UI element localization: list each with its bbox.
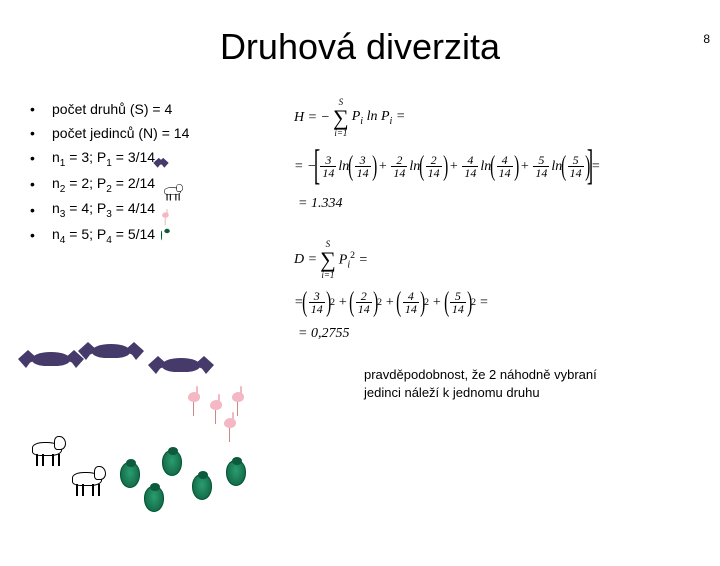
bullet-item: n2 = 2; P2 = 2/14 xyxy=(30,172,290,198)
shannon-result: = 1.334 xyxy=(298,196,702,212)
bat-icon xyxy=(92,344,130,358)
sigma-icon: S ∑ i=1 xyxy=(320,240,336,280)
bullet-text: n2 = 2; P2 = 2/14 xyxy=(52,172,155,198)
slide-title: Druhová diverzita xyxy=(0,26,720,68)
beetle-icon xyxy=(161,230,162,243)
right-column: H = − S ∑ i=1 Pi ln Pi = = −[314 ln(314)… xyxy=(290,98,702,401)
page-number: 8 xyxy=(703,32,710,46)
simpson-definition: D = S ∑ i=1 Pi2 = xyxy=(294,240,702,280)
beetle-icon xyxy=(162,450,182,476)
bullet-item: počet druhů (S) = 4 xyxy=(30,98,290,122)
bullet-text: počet druhů (S) = 4 xyxy=(52,98,172,122)
beetle-icon xyxy=(192,474,212,500)
shannon-expansion: = −[314 ln(314)+214 ln(214)+414 ln(414)+… xyxy=(294,148,702,186)
bullet-list: počet druhů (S) = 4počet jedinců (N) = 1… xyxy=(30,98,290,249)
simpson-body: Pi2 = xyxy=(339,250,368,270)
bat-icon xyxy=(162,358,200,372)
simpson-result: = 0,2755 xyxy=(298,326,702,342)
horse-icon xyxy=(26,436,68,466)
bat-icon xyxy=(32,352,70,366)
bullet-item: n4 = 5; P4 = 5/14 xyxy=(30,223,290,249)
shannon-definition: H = − S ∑ i=1 Pi ln Pi = xyxy=(294,98,702,138)
beetle-icon xyxy=(144,486,164,512)
shannon-lhs: H = − xyxy=(294,110,330,126)
bullet-text: počet jedinců (N) = 14 xyxy=(52,122,189,146)
bullet-text: n4 = 5; P4 = 5/14 xyxy=(52,223,155,249)
bullet-item: n3 = 4; P3 = 4/14 xyxy=(30,197,290,223)
bullet-item: počet jedinců (N) = 14 xyxy=(30,122,290,146)
bullet-item: n1 = 3; P1 = 3/14 xyxy=(30,146,290,172)
probability-caption: pravděpodobnost, že 2 náhodně vybraní je… xyxy=(364,366,702,401)
bullet-text: n1 = 3; P1 = 3/14 xyxy=(52,146,155,172)
simpson-expansion: = (314)2+(214)2+(414)2+(514)2= xyxy=(294,290,702,316)
horse-icon xyxy=(66,466,108,496)
beetle-icon xyxy=(226,460,246,486)
bullet-text: n3 = 4; P3 = 4/14 xyxy=(52,197,155,223)
species-illustration xyxy=(22,344,262,524)
flamingo-icon xyxy=(186,388,202,416)
shannon-body: Pi ln Pi = xyxy=(352,109,406,127)
flamingo-icon xyxy=(222,414,238,442)
beetle-icon xyxy=(120,462,140,488)
simpson-lhs: D = xyxy=(294,252,317,268)
sigma-icon: S ∑ i=1 xyxy=(333,98,349,138)
